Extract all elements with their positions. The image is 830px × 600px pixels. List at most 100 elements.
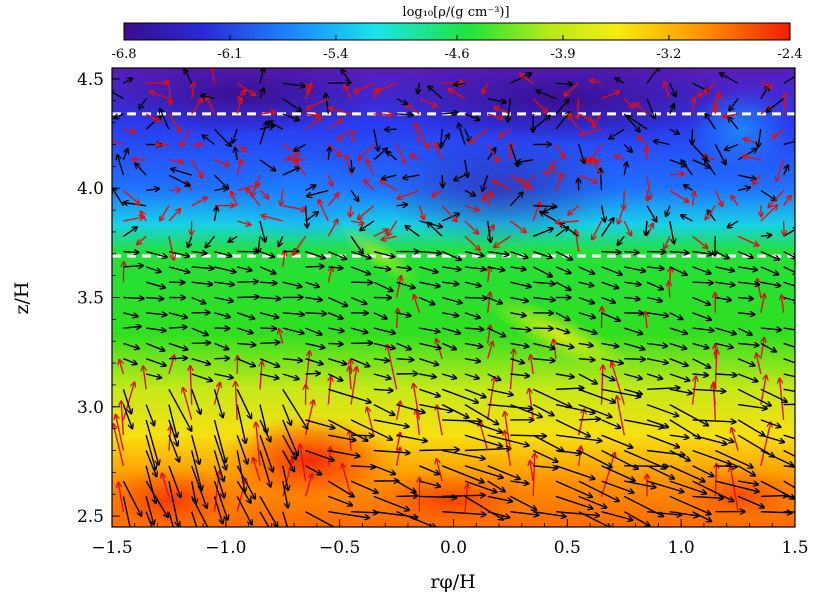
vector-arrow-up xyxy=(387,345,398,390)
vector-arrow-up xyxy=(395,144,405,163)
vector-arrow-down xyxy=(646,312,668,316)
vector-arrow-down xyxy=(305,511,336,527)
vector-arrow-up xyxy=(715,350,716,390)
vector-arrow-down xyxy=(646,220,647,235)
vector-arrow-down xyxy=(328,495,352,505)
vector-arrow-down xyxy=(464,281,481,286)
vector-arrow-down xyxy=(487,97,506,103)
vector-arrow-up xyxy=(545,159,557,174)
vector-arrow-down xyxy=(328,267,342,268)
vector-arrow-down xyxy=(578,419,600,420)
y-tick-label: 3.0 xyxy=(77,398,104,418)
vector-arrow-down xyxy=(487,403,533,409)
vector-arrow-down xyxy=(305,266,324,267)
vector-arrow-up xyxy=(305,114,319,116)
vector-arrow-down xyxy=(555,83,572,84)
vector-arrow-down xyxy=(737,388,771,405)
vector-arrow-down xyxy=(328,343,342,344)
vector-arrow-down xyxy=(532,434,563,451)
x-tick-label: −0.5 xyxy=(319,538,360,558)
vector-arrow-down xyxy=(328,328,343,331)
vector-arrow-down xyxy=(419,252,441,254)
vector-arrow-down xyxy=(373,451,410,454)
y-tick-label: 3.5 xyxy=(77,289,104,309)
vector-arrow-up xyxy=(180,128,193,146)
vector-arrow-up xyxy=(493,181,511,192)
vector-arrow-down xyxy=(624,480,655,487)
vector-arrow-down xyxy=(259,342,279,343)
vector-arrow-up xyxy=(358,144,375,161)
vector-arrow-down xyxy=(760,328,781,330)
vector-arrow-up xyxy=(526,174,534,189)
vector-arrow-down xyxy=(214,250,231,257)
vector-arrow-down xyxy=(419,266,437,272)
vector-arrow-up xyxy=(693,99,694,114)
vector-arrow-down xyxy=(624,419,663,428)
vector-arrow-up xyxy=(487,113,503,119)
vector-arrow-down xyxy=(487,266,505,270)
vector-arrow-down xyxy=(259,122,267,145)
vector-arrow-down xyxy=(350,296,366,304)
vector-arrow-down xyxy=(578,359,595,360)
vector-arrow-down xyxy=(191,343,210,344)
vector-arrow-down xyxy=(737,434,774,456)
vector-arrow-up xyxy=(141,212,147,222)
vector-arrow-down xyxy=(601,312,619,321)
vector-arrow-up xyxy=(116,415,125,451)
vector-arrow-up xyxy=(715,464,716,497)
vector-arrow-up xyxy=(183,388,193,421)
vector-arrow-down xyxy=(441,313,458,316)
vector-arrow-down xyxy=(258,236,260,252)
vector-arrow-down xyxy=(623,143,632,153)
vector-arrow-down xyxy=(441,449,485,459)
colorbar-tick-label: -4.6 xyxy=(444,47,469,62)
vector-arrow-up xyxy=(344,86,352,99)
vector-arrow-down xyxy=(139,98,147,109)
vector-arrow-down xyxy=(188,236,193,247)
vector-arrow-up xyxy=(358,205,375,219)
vector-arrow-down xyxy=(487,250,509,255)
vector-arrow-up xyxy=(113,424,125,466)
vector-arrow-down xyxy=(715,466,736,467)
vector-arrow-down xyxy=(305,419,335,428)
vector-arrow-up xyxy=(279,329,284,344)
vector-arrow-down xyxy=(419,327,439,332)
vector-arrow-down xyxy=(737,250,753,258)
vector-arrow-down xyxy=(715,449,752,468)
vector-arrow-down xyxy=(168,434,179,461)
vector-arrow-down xyxy=(350,266,370,274)
vector-arrow-down xyxy=(578,312,595,318)
vector-arrow-up xyxy=(364,180,375,191)
vector-arrow-down xyxy=(327,419,367,441)
vector-arrow-down xyxy=(464,298,487,299)
vector-arrow-down xyxy=(555,465,595,479)
vector-arrow-up xyxy=(645,312,647,329)
vector-arrow-down xyxy=(419,388,439,396)
vector-arrow-up xyxy=(414,295,421,314)
vector-arrow-down xyxy=(464,419,502,433)
vector-arrow-down xyxy=(122,389,131,413)
vector-arrow-down xyxy=(382,174,397,179)
vector-arrow-up xyxy=(328,377,331,405)
vector-arrow-up xyxy=(373,230,388,237)
vector-arrow-down xyxy=(259,496,277,526)
vector-arrow-up xyxy=(756,354,762,375)
vector-arrow-down xyxy=(236,496,252,524)
vector-arrow-down xyxy=(360,220,375,230)
vector-arrow-up xyxy=(664,236,671,248)
vector-arrow-up xyxy=(486,192,492,206)
vector-arrow-down xyxy=(441,373,456,378)
vector-arrow-down xyxy=(442,112,457,114)
vector-arrow-down xyxy=(737,465,755,476)
vector-arrow-down xyxy=(692,129,693,144)
vector-arrow-down xyxy=(692,358,711,368)
vector-arrow-down xyxy=(135,164,147,176)
vector-arrow-up xyxy=(282,205,306,210)
vector-arrow-down xyxy=(737,419,764,436)
vector-arrow-up xyxy=(730,467,739,512)
vector-arrow-up xyxy=(505,412,512,451)
vector-arrow-down xyxy=(783,403,795,406)
vector-arrow-down xyxy=(609,128,625,139)
vector-arrow-down xyxy=(601,373,614,380)
vector-arrow-down xyxy=(419,342,440,348)
